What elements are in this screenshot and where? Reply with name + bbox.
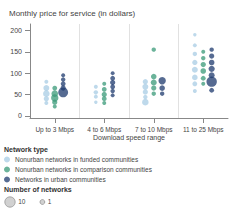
svg-text:Number of networks: Number of networks (4, 186, 72, 193)
svg-text:100: 100 (10, 70, 22, 77)
svg-text:50: 50 (14, 91, 22, 98)
svg-text:Up to 3 Mbps: Up to 3 Mbps (35, 126, 74, 134)
svg-text:Nonurban networks in compariso: Nonurban networks in comparison communit… (15, 166, 153, 174)
svg-text:Nonurban networks in funded co: Nonurban networks in funded communities (15, 156, 139, 163)
svg-text:Network type: Network type (4, 146, 48, 154)
svg-text:11 to 25 Mbps: 11 to 25 Mbps (183, 126, 224, 134)
svg-text:Networks in urban communities: Networks in urban communities (15, 176, 106, 183)
svg-text:1: 1 (48, 198, 52, 205)
svg-text:Monthly price for service (in: Monthly price for service (in dollars) (9, 9, 136, 18)
svg-text:Download speed range: Download speed range (93, 134, 165, 142)
svg-text:10: 10 (18, 198, 26, 205)
svg-text:200: 200 (10, 27, 22, 34)
svg-text:0: 0 (18, 112, 22, 119)
svg-text:7 to 10 Mbps: 7 to 10 Mbps (135, 126, 173, 134)
svg-text:150: 150 (10, 48, 22, 55)
svg-text:4 to 6 Mbps: 4 to 6 Mbps (87, 126, 122, 134)
